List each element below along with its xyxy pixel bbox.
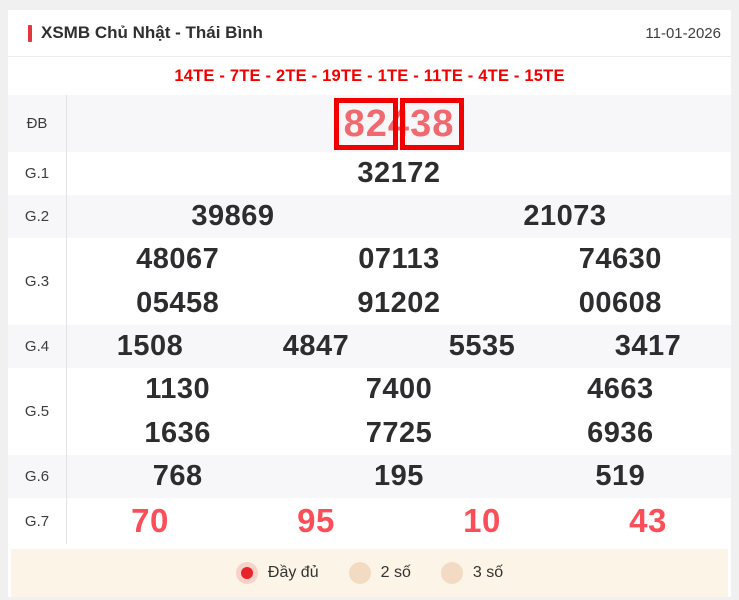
prize-number: 10 [463,502,501,539]
prize-numbers-cell: 70 95 10 43 [67,498,731,544]
results-card: XSMB Chủ Nhật - Thái Bình 11-01-2026 14T… [8,10,731,597]
prize-number-line: 39869 21073 [67,195,731,238]
prize-number: 70 [131,502,169,539]
te-summary-line: 14TE - 7TE - 2TE - 19TE - 1TE - 11TE - 4… [174,66,565,85]
display-mode-label: Đầy đủ [267,564,319,581]
prize-number: 74630 [578,243,662,276]
prize-numbers-cell: 1130 7400 4663 1636 7725 6936 [67,368,731,455]
prize-numbers-cell: 768 195 519 [67,455,731,498]
prize-number-line: 70 95 10 43 [67,498,731,544]
draw-date: 11-01-2026 [645,24,721,42]
prize-numbers-cell: 32172 [67,152,731,195]
prize-number: 05458 [136,286,220,319]
prize-number: 43 [629,502,667,539]
results-header: XSMB Chủ Nhật - Thái Bình 11-01-2026 [8,10,731,57]
title-accent-bar [28,24,32,42]
display-mode-option[interactable]: 2 số [348,562,411,584]
prize-number-line: 48067 07113 74630 [67,238,731,282]
radio-icon[interactable] [440,562,463,584]
prize-number-line: 32172 [67,152,731,195]
db-number-part: 38 [410,102,455,145]
table-row: G.1 32172 [8,152,731,195]
prize-number: 07113 [358,243,440,276]
prize-number: 768 [152,460,203,492]
db-highlight-box-2: 38 [400,97,465,150]
display-mode-label: 3 số [472,564,504,581]
prize-number: 4663 [587,373,654,406]
db-highlight-box-1: 82 [333,97,398,150]
prize-number-line: 1130 7400 4663 [67,368,731,412]
prize-number: 21073 [523,200,607,232]
prize-number: 7400 [365,373,433,406]
table-row: G.3 48067 07113 74630 05458 91202 00608 [8,238,731,325]
results-table: ĐB 82 4 38 G.1 32172 G.2 39869 21073 G.3 48067… [8,95,731,544]
table-row: G.4 1508 4847 5535 3417 [8,325,731,368]
prize-number-line: 05458 91202 00608 [67,282,731,326]
prize-numbers-cell: 39869 21073 [67,195,731,238]
display-mode-option[interactable]: 3 số [440,562,504,584]
prize-number: 95 [297,502,335,539]
prize-label: G.7 [8,498,67,544]
prize-label: G.3 [8,238,67,325]
prize-numbers-cell: 48067 07113 74630 05458 91202 00608 [67,238,731,325]
prize-number: 5535 [448,330,516,362]
page-title: XSMB Chủ Nhật - Thái Bình [41,23,263,42]
table-row: G.2 39869 21073 [8,195,731,238]
prize-label: G.4 [8,325,67,368]
prize-number: 1636 [144,416,211,449]
prize-number: 91202 [357,286,441,319]
prize-number: 519 [595,460,646,492]
prize-label: ĐB [8,95,67,152]
display-mode-option[interactable]: Đầy đủ [235,562,319,584]
display-mode-bar: Đầy đủ 2 số 3 số [11,549,728,597]
display-mode-label: 2 số [380,564,411,581]
radio-icon[interactable] [235,562,258,584]
title-wrap: XSMB Chủ Nhật - Thái Bình [28,23,263,43]
prize-number-line: 768 195 519 [67,455,731,498]
prize-number: 4847 [282,330,350,362]
prize-number: 1508 [116,330,184,362]
prize-number: 7725 [365,416,433,449]
prize-number: 195 [374,460,424,492]
prize-label: G.1 [8,152,67,195]
prize-number: 00608 [578,286,662,319]
prize-number-line: 1636 7725 6936 [67,412,731,456]
prize-label: G.6 [8,455,67,498]
db-number-cell: 82 4 38 [67,95,731,152]
prize-label: G.2 [8,195,67,238]
prize-number: 39869 [191,200,275,232]
prize-number: 3417 [614,330,682,362]
table-row: G.5 1130 7400 4663 1636 7725 6936 [8,368,731,455]
db-number-part: 82 [343,102,388,145]
table-row: G.6 768 195 519 [8,455,731,498]
table-row: G.7 70 95 10 43 [8,498,731,544]
table-row-db: ĐB 82 4 38 [8,95,731,152]
prize-number: 48067 [136,243,220,276]
prize-number: 1130 [145,373,211,406]
prize-number: 6936 [587,416,654,449]
radio-icon[interactable] [348,562,371,584]
prize-numbers-cell: 1508 4847 5535 3417 [67,325,731,368]
prize-number-line: 1508 4847 5535 3417 [67,325,731,368]
prize-number: 32172 [357,157,441,189]
prize-label: G.5 [8,368,67,455]
